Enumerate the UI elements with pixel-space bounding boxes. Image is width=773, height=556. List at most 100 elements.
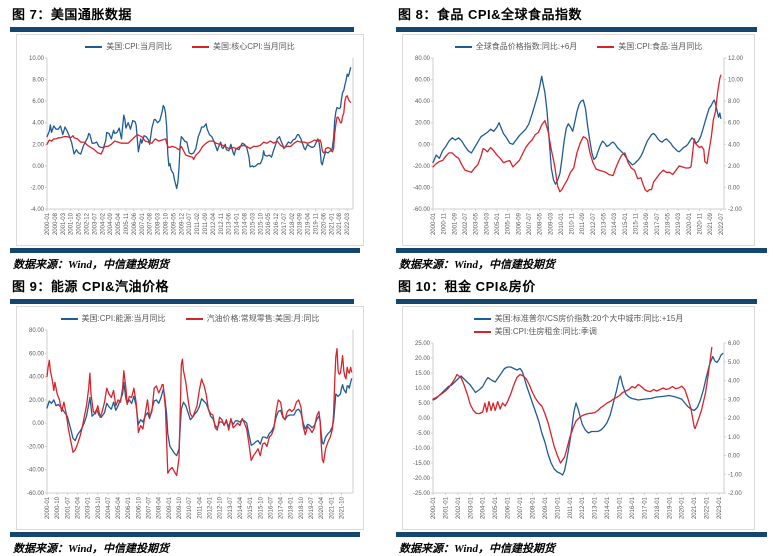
x-tick-label: 2009-10 bbox=[177, 496, 183, 519]
chart-legend: 美国:CPI:当月同比 美国:核心CPI:当月同比 bbox=[17, 39, 363, 52]
x-tick-label: 2001-01 bbox=[443, 496, 449, 519]
x-tick-label: 2002-07 bbox=[463, 212, 469, 235]
x-tick-label: 2000-01 bbox=[431, 212, 437, 235]
y-tick-label: -60.00 bbox=[413, 207, 431, 213]
y-tick-label: 20.00 bbox=[29, 398, 45, 404]
x-tick-label: 2005-04 bbox=[116, 212, 122, 235]
x-tick-label: 2000-01 bbox=[45, 496, 51, 519]
x-tick-label: 2015-03 bbox=[250, 212, 256, 235]
bottom-divider bbox=[10, 532, 360, 537]
y-tick-label: -5.00 bbox=[416, 431, 430, 437]
bottom-divider bbox=[396, 248, 767, 253]
x-tick-label: 2017-01 bbox=[642, 496, 648, 519]
x-tick-label: 2014-03 bbox=[612, 212, 618, 235]
x-tick-label: 2004-03 bbox=[484, 212, 490, 235]
x-tick-label: 2000-01 bbox=[431, 496, 437, 519]
series-line bbox=[46, 95, 352, 161]
x-tick-label: 2019-01 bbox=[667, 496, 673, 519]
legend-line-swatch bbox=[597, 45, 615, 48]
x-tick-label: 2004-02 bbox=[100, 212, 106, 235]
y-tick-label: 4.00 bbox=[32, 121, 44, 127]
y-tick-label: 2.00 bbox=[32, 142, 44, 148]
legend-item: 美国:CPI:能源:当月同比 bbox=[60, 313, 166, 324]
x-tick-label: 2008-10 bbox=[163, 212, 169, 235]
x-tick-label: 2009-03 bbox=[548, 212, 554, 235]
x-tick-label: 2006-01 bbox=[126, 496, 132, 519]
x-tick-label: 2007-07 bbox=[147, 496, 153, 519]
x-tick-label: 2003-01 bbox=[468, 496, 474, 519]
chart-box: 美国:CPI:当月同比 美国:核心CPI:当月同比 10.00 8.00 6.00 4.… bbox=[16, 34, 364, 246]
x-tick-label: 2013-01 bbox=[593, 496, 599, 519]
chart-legend: 全球食品价格指数:同比:+6月 美国:CPI:食品:当月同比 bbox=[403, 39, 754, 52]
x-tick-label: 2007-01 bbox=[518, 496, 524, 519]
x-tick-label: 2021-08 bbox=[337, 212, 343, 235]
x-tick-label: 2010-01 bbox=[555, 496, 561, 519]
x-tick-label: 2012-07 bbox=[591, 212, 597, 235]
x-tick-label: 2021-09 bbox=[708, 212, 714, 235]
legend-line-swatch bbox=[85, 45, 103, 48]
series-line bbox=[432, 352, 724, 476]
x-tick-label: 2005-11 bbox=[124, 212, 130, 234]
y-tick-label: 80.00 bbox=[29, 328, 45, 334]
x-tick-label: 2007-01 bbox=[140, 212, 146, 235]
x-tick-label: 2017-04 bbox=[279, 496, 285, 519]
x-tick-label: 2010-07 bbox=[187, 212, 193, 235]
y-tick-label: 10.00 bbox=[415, 386, 431, 392]
y-tick-label: 5.00 bbox=[418, 401, 430, 407]
x-tick-label: 2018-01 bbox=[289, 496, 295, 519]
x-tick-label: 2011-01 bbox=[568, 496, 574, 518]
plot-area: 10.00 8.00 6.00 4.00 2.00 0.00 -2.00 -4.00 2000-… bbox=[17, 52, 363, 245]
chart-box: 美国:标准普尔/CS房价指数:20个大中城市:同比:+15月 美国:CPI:住房租… bbox=[402, 306, 755, 530]
x-tick-label: 2015-11 bbox=[634, 212, 640, 234]
x-tick-label: 2014-01 bbox=[605, 496, 611, 519]
data-source: 数据来源：Wind，中信建投期货 bbox=[399, 259, 556, 271]
x-tick-label: 2019-04 bbox=[306, 212, 312, 235]
y-tick-label: 2.00 bbox=[728, 164, 740, 170]
x-tick-label: 2018-01 bbox=[655, 496, 661, 519]
legend-label: 美国:CPI:当月同比 bbox=[106, 42, 172, 51]
chart-legend: 美国:标准普尔/CS房价指数:20个大中城市:同比:+15月 美国:CPI:住房租… bbox=[473, 311, 683, 337]
y-tick-label: 20.00 bbox=[415, 356, 431, 362]
y-tick-label: 6.00 bbox=[728, 121, 740, 127]
legend-item: 汽油价格:常规零售:美国:月:同比 bbox=[185, 313, 319, 324]
x-tick-label: 2022-03 bbox=[345, 212, 351, 235]
x-tick-label: 2012-11 bbox=[219, 212, 225, 234]
x-tick-label: 2020-06 bbox=[321, 212, 327, 235]
y-tick-label: 15.00 bbox=[415, 371, 431, 377]
y-tick-label: 5.00 bbox=[728, 360, 740, 366]
y-tick-label: 60.00 bbox=[415, 78, 431, 84]
y-tick-label: 20.00 bbox=[415, 121, 431, 127]
x-tick-label: 2016-12 bbox=[274, 212, 280, 235]
y-tick-label: -20.00 bbox=[413, 476, 431, 482]
legend-line-swatch bbox=[473, 330, 491, 333]
x-tick-label: 2002-04 bbox=[75, 496, 81, 519]
x-tick-label: 2016-05 bbox=[266, 212, 272, 235]
x-tick-label: 2015-01 bbox=[623, 212, 629, 235]
x-tick-label: 2007-07 bbox=[527, 212, 533, 235]
x-tick-label: 2012-04 bbox=[211, 212, 217, 235]
chart-box: 全球食品价格指数:同比:+6月 美国:CPI:食品:当月同比 80.00 60.00… bbox=[402, 34, 755, 246]
x-tick-label: 2013-05 bbox=[602, 212, 608, 235]
legend-line-swatch bbox=[473, 317, 491, 320]
series-line bbox=[432, 346, 713, 464]
y-tick-label: 0.00 bbox=[418, 142, 430, 148]
series-line bbox=[46, 347, 353, 477]
data-source: 数据来源：Wind，中信建投期货 bbox=[13, 259, 170, 271]
x-tick-label: 2014-04 bbox=[238, 496, 244, 519]
panel-figure-9: 图 9：能源 CPI&汽油价格 美国:CPI:能源:当月同比 汽油价格:常规零售:… bbox=[0, 272, 386, 556]
y-tick-label: -10.00 bbox=[413, 446, 431, 452]
legend-item: 美国:CPI:当月同比 bbox=[85, 41, 172, 52]
y-tick-label: 10.00 bbox=[29, 56, 45, 62]
x-tick-label: 2000-01 bbox=[45, 212, 51, 235]
legend-line-swatch bbox=[185, 317, 203, 320]
x-tick-label: 2020-11 bbox=[697, 212, 703, 234]
x-tick-label: 2020-04 bbox=[319, 496, 325, 519]
figure-title: 图 9：能源 CPI&汽油价格 bbox=[12, 279, 170, 294]
y-tick-label: -4.00 bbox=[30, 207, 44, 213]
x-tick-label: 2021-10 bbox=[339, 496, 345, 519]
line-chart: 80.00 60.00 40.00 20.00 0.00 -20.00 -40.00 -60.… bbox=[27, 328, 354, 519]
y-tick-label: 25.00 bbox=[415, 341, 431, 347]
x-tick-label: 2008-01 bbox=[530, 496, 536, 519]
x-tick-label: 2019-07 bbox=[309, 496, 315, 519]
line-chart: 25.00 20.00 15.00 10.00 5.00 0.00 -5.00 -10.00 -… bbox=[413, 341, 742, 519]
